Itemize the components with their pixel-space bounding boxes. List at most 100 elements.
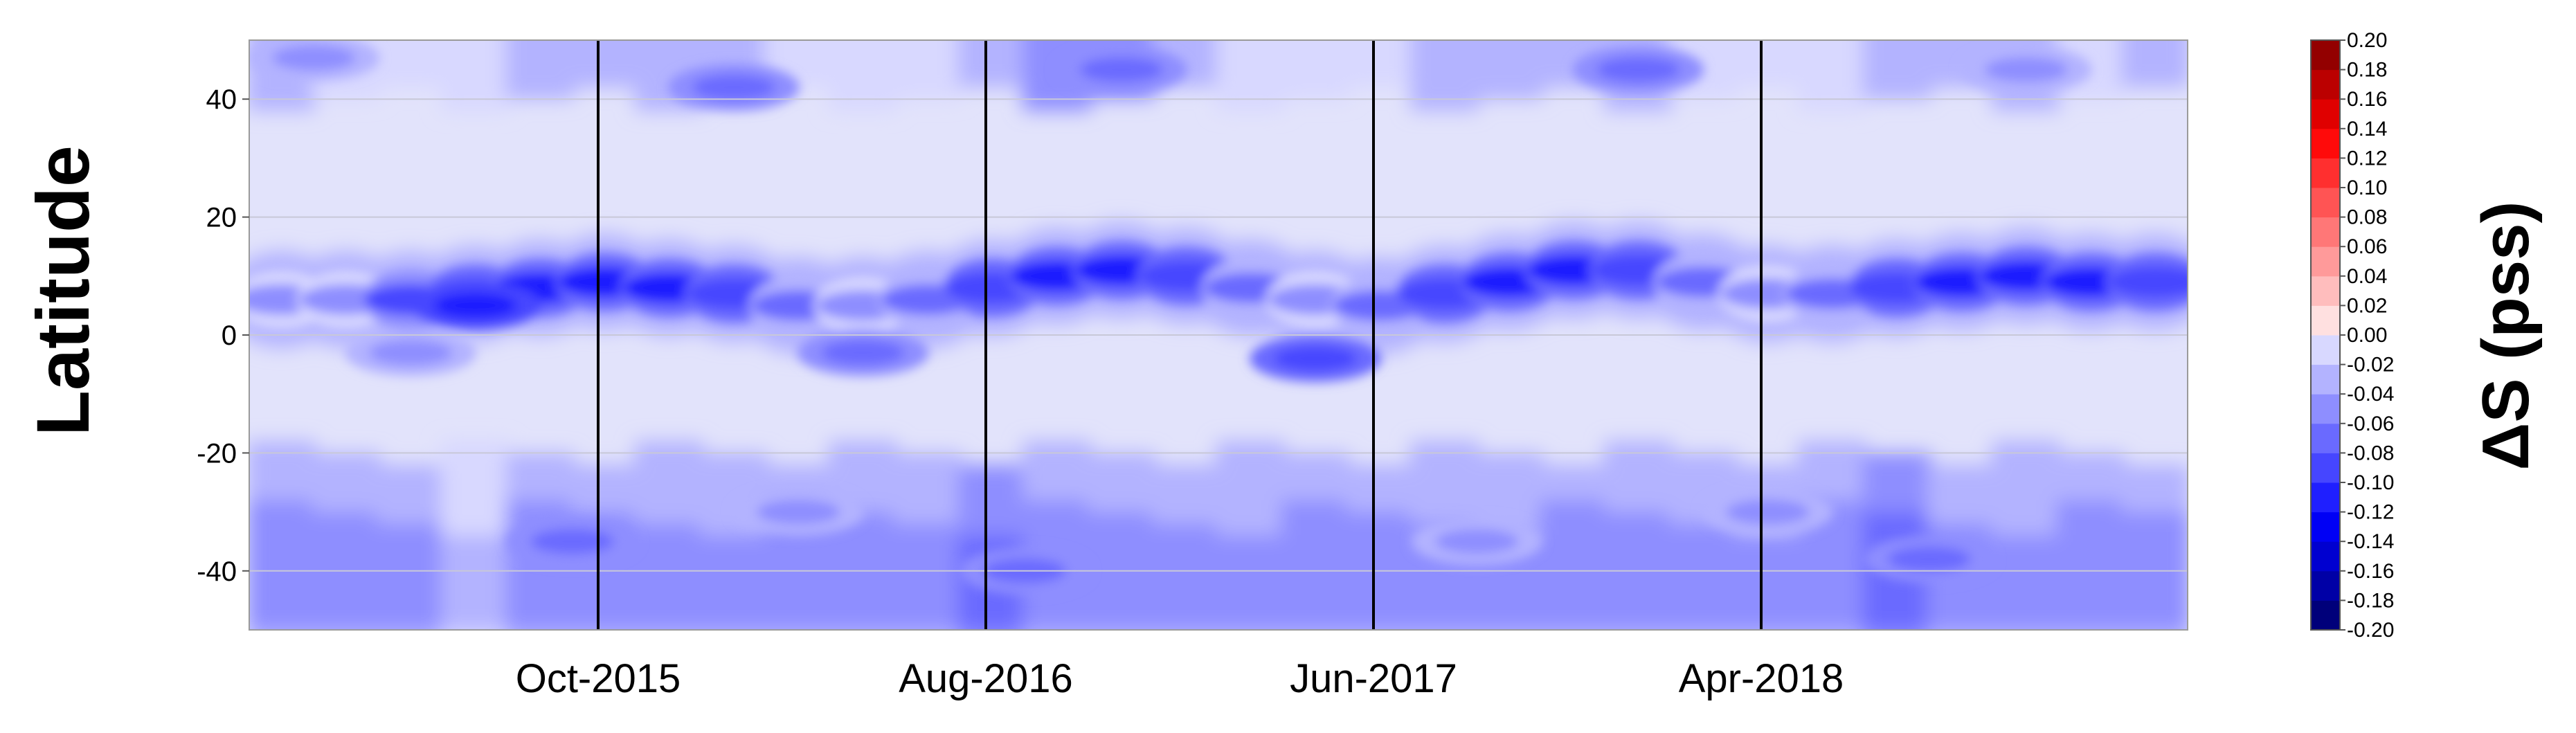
y-tick-label: -20 — [197, 438, 237, 469]
heatmap-cell — [1887, 546, 1971, 572]
colorbar-tick-label: 0.02 — [2347, 294, 2387, 317]
colorbar-tick-label: 0.10 — [2347, 177, 2387, 199]
colorbar-tick-labels: -0.20 -0.18 -0.16 -0.14 -0.12 -0.10 -0.08 -0.06… — [2340, 29, 2394, 642]
heatmap-cell — [893, 40, 962, 100]
colorbar-segment — [2311, 217, 2340, 247]
heatmap-cell — [1475, 40, 1544, 100]
heatmap-cell — [1410, 40, 1479, 111]
heatmap-cell — [433, 293, 517, 318]
colorbar-tick-label: -0.06 — [2347, 413, 2394, 435]
heatmap-cell — [441, 40, 510, 111]
colorbar-segment — [2311, 40, 2340, 71]
heatmap-cell — [1862, 40, 1931, 100]
heatmap-cell — [1596, 57, 1680, 82]
colorbar-segment — [2311, 305, 2340, 336]
colorbar-tick-label: 0.12 — [2347, 147, 2387, 170]
colorbar-segment — [2311, 364, 2340, 395]
heatmap-cell — [635, 523, 704, 630]
x-tick-label: Apr-2018 — [1679, 656, 1844, 701]
heatmap-cell — [1435, 529, 1519, 554]
colorbar-tick-label: -0.04 — [2347, 383, 2394, 406]
heatmap-cell — [1345, 40, 1414, 88]
colorbar-tick-label: 0.20 — [2347, 29, 2387, 52]
heatmap-cell — [1798, 40, 1867, 111]
y-axis-label: Latitude — [21, 145, 105, 436]
heatmap-cell — [1281, 40, 1350, 100]
heatmap-cell — [1281, 500, 1350, 630]
colorbar-segment — [2311, 99, 2340, 129]
colorbar-segment — [2311, 69, 2340, 100]
colorbar-tick-label: -0.14 — [2347, 530, 2394, 553]
y-tick-label: -40 — [197, 556, 237, 587]
colorbar-tick-label: -0.16 — [2347, 560, 2394, 583]
colorbar-label: ΔS (pss) — [2469, 201, 2543, 470]
colorbar-segment — [2311, 128, 2340, 159]
colorbar-tick-label: 0.16 — [2347, 88, 2387, 111]
colorbar-tick-label: 0.18 — [2347, 59, 2387, 82]
y-tick-labels: -40 -20 0 20 40 — [197, 84, 249, 587]
colorbar-tick-label: -0.20 — [2347, 619, 2394, 642]
y-tick-label: 40 — [206, 84, 237, 115]
heatmap-cell — [376, 523, 445, 630]
heatmap-cell — [1668, 523, 1738, 630]
y-tick-label: 0 — [222, 320, 237, 351]
heatmap-cell — [570, 40, 639, 88]
heatmap-cell — [957, 40, 1027, 88]
heatmap-cell — [1080, 57, 1163, 82]
x-tick-labels: Oct-2015 Aug-2016 Jun-2017 Apr-2018 — [516, 656, 1844, 701]
heatmap-cell — [1151, 523, 1221, 630]
gridlines — [249, 98, 2188, 572]
x-tick-label: Aug-2016 — [899, 656, 1073, 701]
heatmap-cell — [1984, 57, 2068, 82]
heatmap-cell — [1216, 535, 1286, 630]
heatmap-cell — [829, 40, 898, 111]
colorbar-tick-label: 0.08 — [2347, 206, 2387, 229]
heatmap-cell — [505, 40, 575, 100]
colorbar-tick-label: -0.18 — [2347, 589, 2394, 612]
colorbar-tick-label: -0.10 — [2347, 471, 2394, 494]
colorbar-tick-label: 0.14 — [2347, 118, 2387, 141]
heatmap-cell — [699, 535, 768, 630]
heatmap-cell — [692, 75, 775, 100]
colorbar-segment — [2311, 570, 2340, 601]
heatmap-cell — [821, 340, 905, 365]
heatmap-cell — [272, 45, 356, 71]
heatmap-cell — [1274, 346, 1357, 372]
colorbar-segment — [2311, 275, 2340, 306]
colorbar-tick-label: -0.08 — [2347, 442, 2394, 464]
heatmap-cell — [2120, 40, 2188, 88]
heatmap-cell — [1733, 535, 1802, 630]
colorbar-segment — [2311, 453, 2340, 483]
heatmap-cell — [1726, 499, 1810, 525]
heatmap-cell — [1992, 535, 2061, 630]
y-tick-label: 20 — [206, 203, 237, 233]
colorbar-segment — [2311, 600, 2340, 631]
heatmap-cell — [1216, 40, 1286, 111]
colorbar-segment — [2311, 158, 2340, 188]
colorbar-segment — [2311, 335, 2340, 365]
heatmap-cell — [757, 499, 840, 525]
heatmap-cell — [893, 523, 962, 630]
colorbar-tick-label: 0.06 — [2347, 235, 2387, 258]
colorbar-segment — [2311, 246, 2340, 277]
colorbar-segment — [2311, 394, 2340, 424]
colorbar-segment — [2311, 541, 2340, 572]
colorbar-tick-label: 0.00 — [2347, 324, 2387, 347]
x-tick-label: Jun-2017 — [1290, 656, 1457, 701]
heatmap-cell — [369, 340, 453, 365]
colorbar-segment — [2311, 188, 2340, 218]
heatmap-cell — [2056, 500, 2125, 630]
heatmap-cell — [376, 40, 445, 88]
heatmap-field — [249, 40, 2188, 630]
heatmap-cell — [1539, 500, 1608, 630]
colorbar-tick-label: 0.04 — [2347, 265, 2387, 288]
heatmap-cell — [2109, 266, 2188, 298]
colorbar-segment — [2311, 512, 2340, 542]
heatmap-cell — [530, 529, 614, 554]
date-lines — [597, 40, 1763, 630]
colorbar-tick-label: -0.12 — [2347, 501, 2394, 524]
heatmap-cell — [441, 535, 510, 630]
heatmap-cell — [1733, 40, 1802, 88]
heatmap-cell — [249, 500, 316, 630]
